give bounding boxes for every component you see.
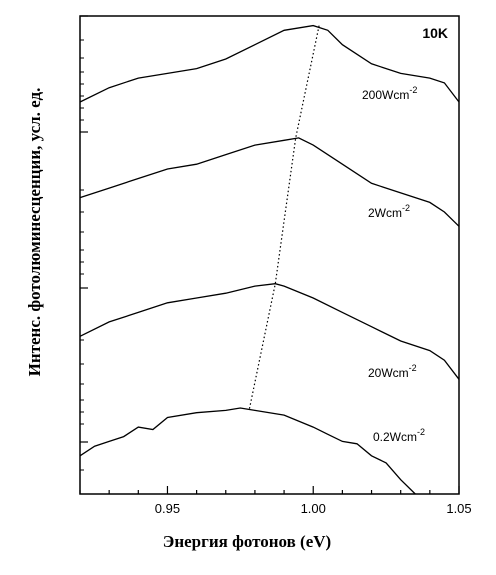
peak-shift-line <box>248 25 320 411</box>
plot-frame <box>79 15 460 495</box>
series-label: 0.2Wcm-2 <box>373 427 425 444</box>
plot-area: 0.95 1.00 1.05 200Wcm-2 2Wcm-2 20Wcm-2 0.2Wcm-… <box>79 15 472 516</box>
y-axis-title: Интенс. фотолюминесценции, усл. ед. <box>25 88 44 377</box>
x-tick-label: 0.95 <box>155 501 180 516</box>
series-label: 200Wcm-2 <box>362 85 417 102</box>
x-tick-label: 1.05 <box>446 501 471 516</box>
temperature-annotation: 10K <box>422 25 448 41</box>
x-axis-title: Энергия фотонов (eV) <box>163 532 331 551</box>
series-line <box>79 24 460 103</box>
series-line <box>79 407 416 495</box>
series-label: 2Wcm-2 <box>368 203 410 220</box>
series-line <box>79 283 460 380</box>
series-line <box>79 137 460 227</box>
x-tick-label: 1.00 <box>301 501 326 516</box>
series-label: 20Wcm-2 <box>368 363 417 380</box>
